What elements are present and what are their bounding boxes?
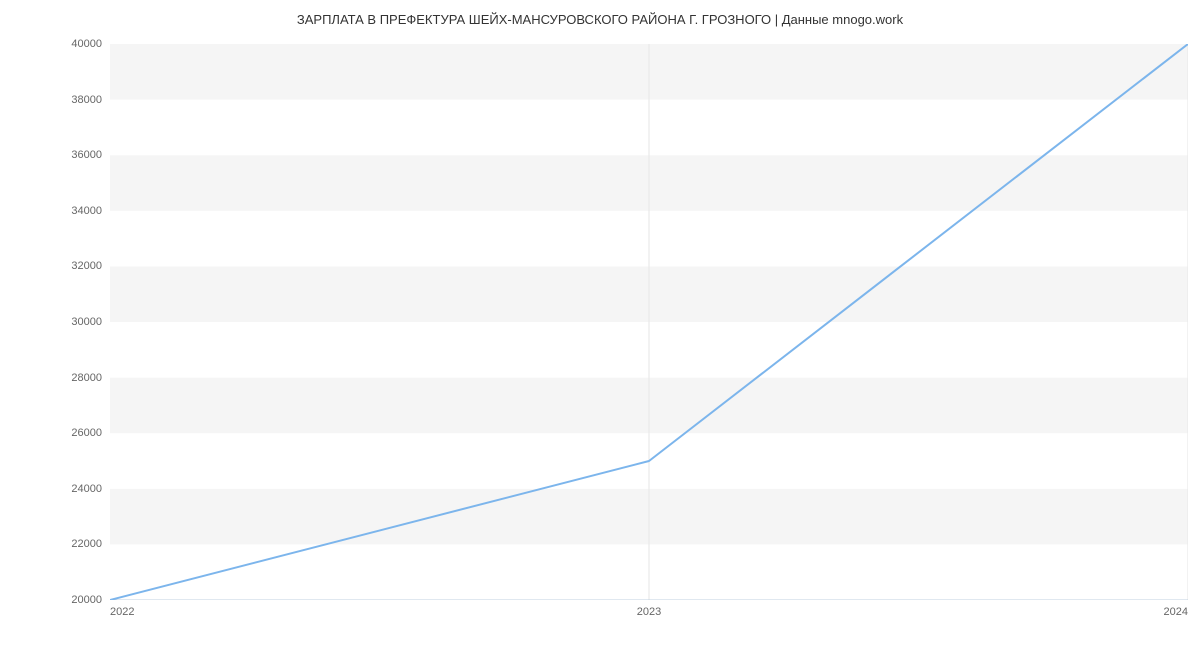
y-tick-label: 32000 [71, 260, 110, 272]
y-tick-label: 30000 [71, 316, 110, 328]
y-tick-label: 20000 [71, 594, 110, 606]
y-tick-label: 40000 [71, 38, 110, 50]
y-tick-label: 28000 [71, 372, 110, 384]
x-tick-label: 2022 [110, 600, 134, 618]
x-tick-label: 2024 [1164, 600, 1188, 618]
y-tick-label: 26000 [71, 427, 110, 439]
chart-title: ЗАРПЛАТА В ПРЕФЕКТУРА ШЕЙХ-МАНСУРОВСКОГО… [0, 12, 1200, 27]
y-tick-label: 36000 [71, 149, 110, 161]
y-tick-label: 24000 [71, 483, 110, 495]
y-tick-label: 34000 [71, 205, 110, 217]
x-tick-label: 2023 [637, 600, 661, 618]
y-tick-label: 22000 [71, 538, 110, 550]
chart-plot-area: 2000022000240002600028000300003200034000… [110, 44, 1188, 600]
y-tick-label: 38000 [71, 94, 110, 106]
